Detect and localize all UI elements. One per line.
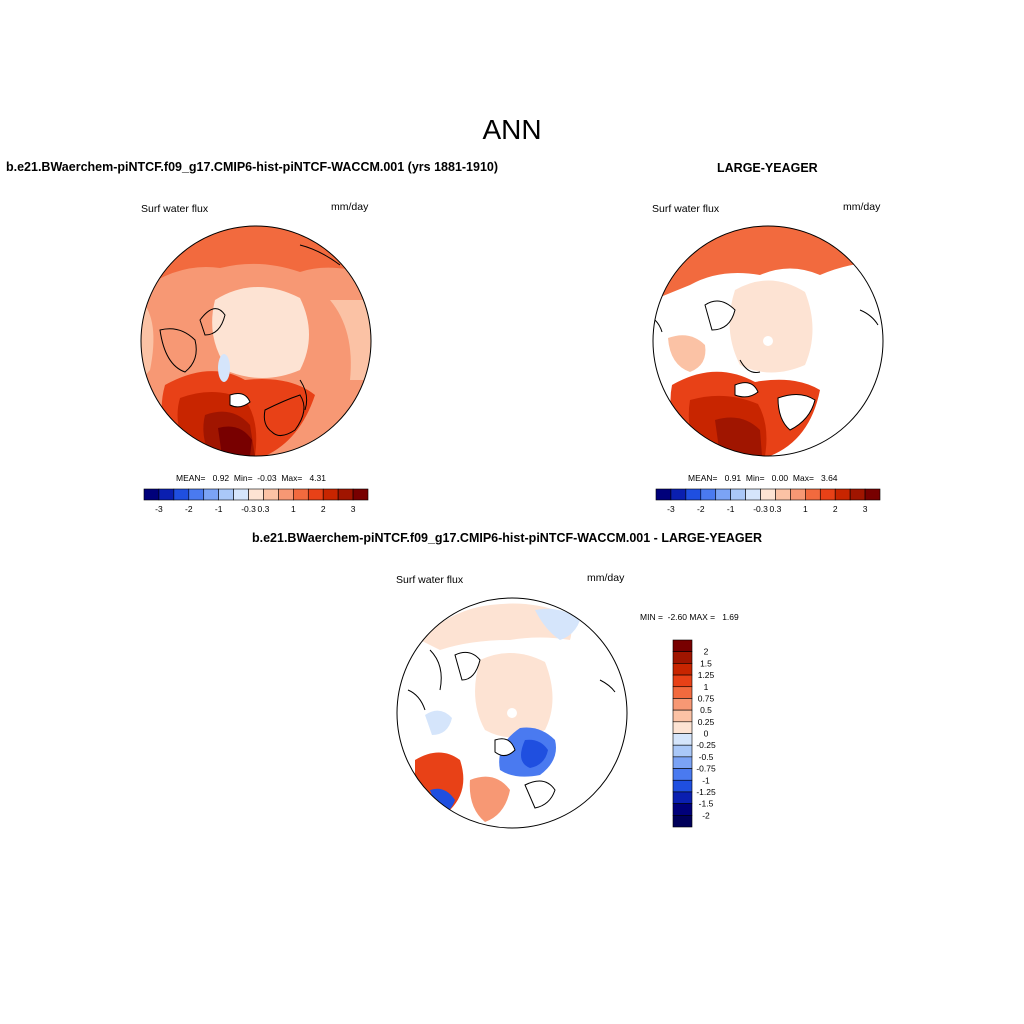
colorbar-tick-label: -0.75 [696,764,716,774]
colorbar-tick-label: -1.5 [699,799,714,809]
colorbar-tick-label: -0.3 [241,504,256,514]
colorbar-swatch [218,488,234,501]
colorbar-swatch [158,488,175,501]
colorbar-swatch [672,803,693,816]
colorbar-swatch [745,488,761,501]
colorbar-tick-label: 0 [704,729,709,739]
figure-title: ANN [482,114,542,145]
colorbar-swatch [834,488,851,501]
colorbar-swatch [672,733,693,746]
colorbar-swatch [715,488,731,501]
colorbar-swatch [143,488,160,501]
colorbar-tick-label: -2 [185,504,193,514]
colorbar-swatch [188,488,205,501]
colorbar-tick-label: 0.75 [698,693,715,703]
colorbar-tick-label: 2 [833,504,838,514]
colorbar-tick-label: -1 [727,504,735,514]
colorbar-swatch [685,488,702,501]
colorbar-tick-label: -2 [702,810,710,820]
colorbar-swatch [233,488,249,501]
colorbar-swatch [730,488,746,501]
colorbar-2: -3 -2 -1 -0.3 0.3 1 2 3 [655,488,881,514]
colorbar-tick-label: -2 [697,504,705,514]
colorbar-swatch [337,488,354,501]
colorbar-swatch [263,488,279,501]
polar-map-2 [652,225,884,457]
colorbar-swatch [849,488,866,501]
colorbar-tick-label: 1.25 [698,670,715,680]
colorbar-tick-label: 2 [704,647,709,657]
colorbar-tick-label: 0.3 [770,504,782,514]
panel-2-variable: Surf water flux [652,203,720,215]
colorbar-swatch [700,488,717,501]
colorbar-swatch [672,709,693,723]
colorbar-tick-label: -1.25 [696,787,716,797]
colorbar-swatch [819,488,836,501]
colorbar-swatch [672,721,693,734]
colorbar-swatch [672,639,693,652]
polar-map-3 [396,597,628,829]
panel-2-units: mm/day [843,201,881,213]
polar-map-1 [140,225,372,457]
colorbar-tick-label: 1 [803,504,808,514]
colorbar-tick-label: -0.25 [696,740,716,750]
colorbar-tick-label: -1 [702,775,710,785]
colorbar-tick-label: 3 [351,504,356,514]
colorbar-swatch [278,488,294,501]
colorbar-swatch [672,779,693,793]
colorbar-tick-label: 1.5 [700,658,712,668]
colorbar-swatch [672,815,693,828]
colorbar-swatch [672,756,693,769]
panel-3-title: b.e21.BWaerchem-piNTCF.f09_g17.CMIP6-his… [252,531,763,545]
panel-1-title: b.e21.BWaerchem-piNTCF.f09_g17.CMIP6-his… [6,160,499,174]
colorbar-tick-label: -3 [155,504,163,514]
colorbar-swatch [322,488,339,501]
colorbar-swatch [248,488,264,501]
colorbar-swatch [293,488,309,501]
colorbar-swatch [672,744,693,758]
colorbar-swatch [672,674,693,688]
colorbar-swatch [672,663,693,676]
colorbar-tick-label: 2 [321,504,326,514]
colorbar-swatch [760,488,776,501]
colorbar-tick-label: 1 [704,682,709,692]
panel-3-minmax: MIN = -2.60 MAX = 1.69 [640,612,739,622]
colorbar-swatch [790,488,806,501]
colorbar-1: -3 -2 -1 -0.3 0.3 1 2 3 [143,488,369,514]
colorbar-swatch [775,488,791,501]
panel-3-variable: Surf water flux [396,574,464,586]
colorbar-swatch [672,768,693,781]
colorbar-tick-label: 3 [863,504,868,514]
colorbar-tick-label: 1 [291,504,296,514]
colorbar-swatch [670,488,687,501]
colorbar-diff: 21.5 1.25 10.75 0.5 0.25 0-0.25 -0.5 -0.75-1 -1.… [672,639,716,828]
colorbar-tick-label: -3 [667,504,675,514]
colorbar-swatch [864,488,881,501]
panel-1-units: mm/day [331,201,369,213]
colorbar-tick-label: 0.5 [700,705,712,715]
colorbar-tick-label: 0.25 [698,717,715,727]
colorbar-tick-label: -0.3 [753,504,768,514]
colorbar-swatch [203,488,219,501]
colorbar-tick-label: -0.5 [699,752,714,762]
colorbar-swatch [805,488,821,501]
colorbar-tick-label: -1 [215,504,223,514]
colorbar-swatch [672,791,693,804]
panel-2-title: LARGE-YEAGER [717,161,818,175]
colorbar-swatch [672,686,693,699]
colorbar-tick-label: 0.3 [258,504,270,514]
colorbar-swatch [672,698,693,711]
colorbar-swatch [173,488,190,501]
colorbar-swatch [672,651,693,664]
colorbar-swatch [655,488,672,501]
panel-1-stats: MEAN= 0.92 Min= -0.03 Max= 4.31 [176,473,327,483]
panel-1-variable: Surf water flux [141,203,209,215]
panel-2-stats: MEAN= 0.91 Min= 0.00 Max= 3.64 [688,473,838,483]
colorbar-swatch [307,488,324,501]
panel-3-units: mm/day [587,572,625,584]
colorbar-swatch [352,488,369,501]
